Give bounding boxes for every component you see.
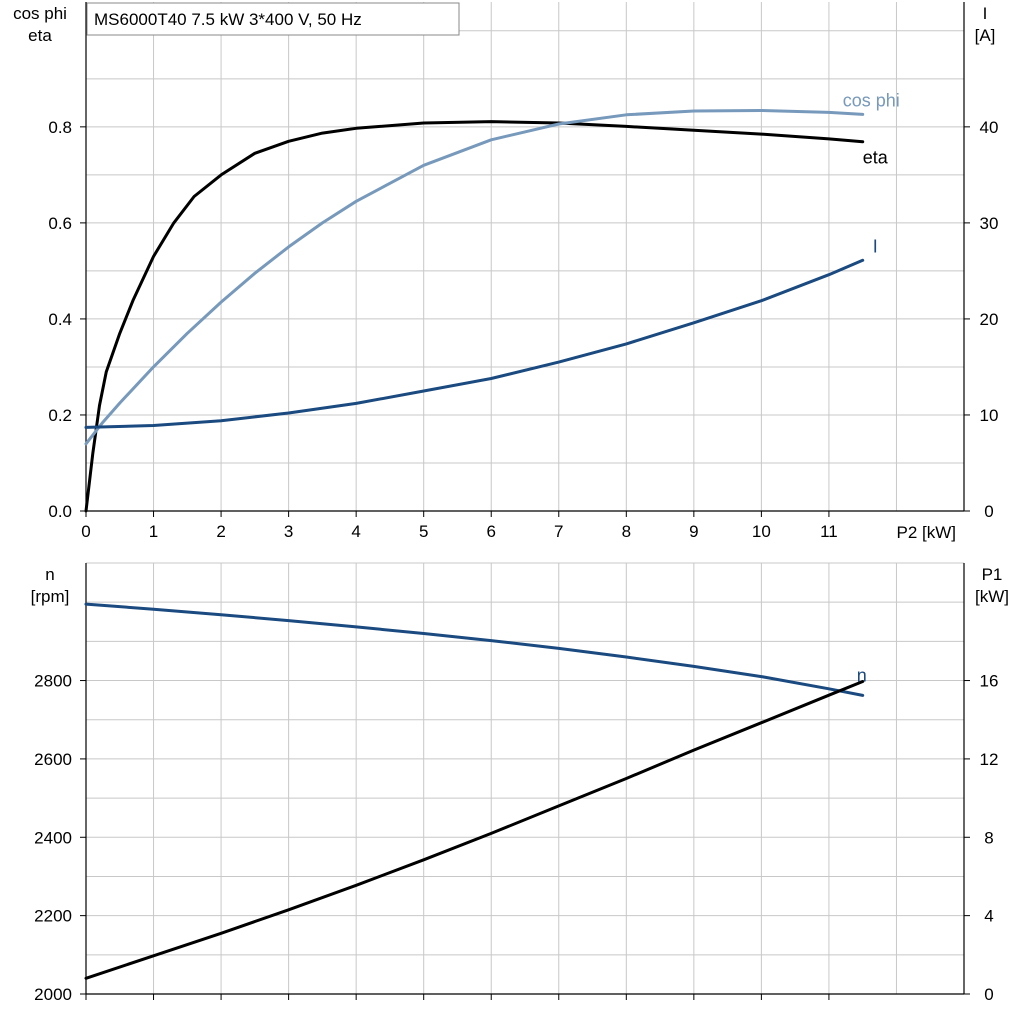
left-axis-title: eta (28, 26, 52, 45)
x-tick-label: 8 (622, 522, 631, 541)
left-axis-title: cos phi (13, 4, 67, 23)
series-line-i (84, 258, 865, 429)
right-tick-label: 4 (984, 907, 993, 926)
x-axis-title: P2 [kW] (896, 523, 956, 542)
right-tick-label: 16 (980, 672, 999, 691)
x-tick-label: 7 (554, 522, 563, 541)
x-tick-label: 10 (752, 522, 771, 541)
right-tick-label: 10 (980, 406, 999, 425)
left-tick-label: 2400 (34, 828, 72, 847)
left-axis-title: [rpm] (31, 587, 70, 606)
right-tick-label: 20 (980, 310, 999, 329)
right-tick-label: 12 (980, 750, 999, 769)
series-line-cos-phi (84, 109, 865, 446)
series-line-p1 (84, 680, 865, 980)
right-tick-label: 0 (984, 502, 993, 521)
left-tick-label: 0.6 (48, 214, 72, 233)
left-tick-label: 0.4 (48, 310, 72, 329)
right-tick-label: 30 (980, 214, 999, 233)
title-box (86, 2, 460, 36)
right-tick-label: 8 (984, 828, 993, 847)
right-axis-title: I (983, 4, 988, 23)
series-line-n (84, 602, 865, 697)
left-tick-label: 0.8 (48, 118, 72, 137)
right-axis-title: [A] (975, 26, 996, 45)
right-axis-title: [kW] (975, 587, 1009, 606)
series-label-eta: eta (863, 148, 889, 168)
left-tick-label: 2600 (34, 750, 72, 769)
left-tick-label: 2200 (34, 907, 72, 926)
right-tick-label: 40 (980, 118, 999, 137)
series-line-eta (84, 120, 865, 513)
x-tick-label: 2 (216, 522, 225, 541)
x-tick-label: 6 (486, 522, 495, 541)
x-tick-label: 4 (351, 522, 360, 541)
right-axis-title: P1 (982, 565, 1003, 584)
x-tick-label: 1 (149, 522, 158, 541)
x-tick-label: 5 (419, 522, 428, 541)
chart-title: MS6000T40 7.5 kW 3*400 V, 50 Hz (94, 10, 362, 29)
left-axis-title: n (45, 565, 54, 584)
left-tick-label: 2000 (34, 985, 72, 1004)
series-label-i: I (873, 236, 878, 256)
left-tick-label: 0.0 (48, 502, 72, 521)
x-tick-label: 9 (689, 522, 698, 541)
left-tick-label: 0.2 (48, 406, 72, 425)
series-label-cos-phi: cos phi (843, 90, 900, 110)
x-tick-label: 11 (820, 522, 838, 541)
right-tick-label: 0 (984, 985, 993, 1004)
series-label-n: n (857, 665, 867, 685)
x-tick-label: 0 (81, 522, 90, 541)
left-tick-label: 2800 (34, 672, 72, 691)
x-tick-label: 3 (284, 522, 293, 541)
